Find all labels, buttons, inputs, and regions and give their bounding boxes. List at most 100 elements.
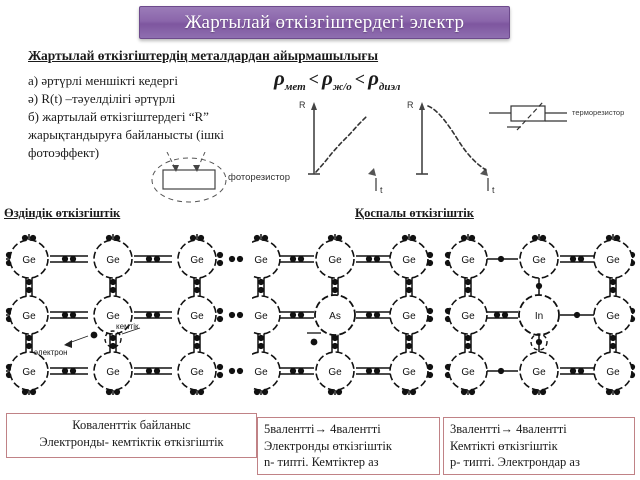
svg-text:Ge: Ge	[606, 311, 620, 322]
svg-text:Ge: Ge	[22, 255, 36, 266]
hole-pointer	[121, 327, 141, 335]
lattice-1-broken-bond	[64, 327, 141, 348]
metal-graph-svg: R t	[299, 100, 383, 195]
semi-graph-svg: R t	[407, 100, 495, 195]
dopant-atom-as	[314, 294, 356, 336]
svg-text:Ge: Ge	[461, 367, 475, 378]
lattice-1-atoms	[9, 239, 217, 391]
dopant-atom-in	[518, 294, 560, 336]
svg-text:Ge: Ge	[402, 367, 416, 378]
svg-text:Ge: Ge	[606, 367, 620, 378]
svg-text:+: +	[536, 338, 541, 348]
lattice-3-atoms	[448, 239, 633, 391]
thermistor-variable-slash	[516, 101, 544, 131]
hole-annotation: кемтік	[116, 322, 139, 331]
caption-n-type-line2: Электронды өткізгіштік	[264, 438, 392, 453]
caption-n-type-line1: 5валентті→ 4валентті	[264, 422, 381, 436]
rho-subscript-semi: ж/о	[332, 81, 352, 94]
lattice-3-hole-marker: +	[530, 333, 548, 351]
resistivity-formula: ρмет < ρж/о < ρдиэл	[274, 66, 400, 93]
less-than-1: <	[308, 69, 319, 89]
p-type-indium-lattice: Ge Ge Ge Ge In Ge Ge Ge Ge +	[444, 232, 636, 397]
section-subheading: Жартылай өткізгіштердің металдардан айыр…	[28, 48, 379, 63]
svg-text:Ge: Ge	[190, 311, 204, 322]
metal-graph-y-arrow	[311, 102, 317, 110]
semi-graph-xlabel: t	[492, 185, 495, 195]
free-electron-dot	[90, 331, 98, 339]
less-than-2: <	[354, 69, 366, 89]
caption-intrinsic-line1: Коваленттік байланыс	[72, 418, 191, 432]
rho-subscript-met: мет	[284, 81, 306, 94]
rho-subscript-diel: диэл	[378, 81, 401, 94]
svg-text:In: In	[535, 311, 543, 322]
metal-graph-curve	[315, 116, 367, 173]
caption-p-type-line2: Кемтікті өткізгіштік	[450, 438, 558, 453]
caption-intrinsic: Коваленттік байланыс Электронды- кемтікт…	[6, 413, 257, 458]
rho-symbol-2: ρ	[321, 66, 333, 90]
lattice-3-bonds	[464, 234, 617, 395]
svg-text:Ge: Ge	[328, 367, 342, 378]
electron-pointer-arrow	[64, 340, 72, 348]
light-ray-arrow-1	[172, 165, 179, 172]
metal-resistance-graph: R t	[296, 96, 406, 196]
semi-graph-ylabel: R	[407, 100, 414, 110]
lattice-3-electron-pairs	[444, 234, 636, 396]
lattice-2-atom-labels: Ge Ge Ge Ge As Ge Ge Ge Ge	[254, 255, 416, 378]
svg-text:Ge: Ge	[254, 311, 268, 322]
svg-text:Ge: Ge	[190, 255, 204, 266]
metal-graph-ylabel: R	[299, 100, 306, 110]
photoresistor-body	[162, 169, 216, 190]
thermistor-label: терморезистор	[572, 108, 625, 117]
svg-text:Ge: Ge	[461, 311, 475, 322]
photoresistor-svg	[151, 151, 227, 203]
rho-symbol-1: ρ	[274, 66, 285, 90]
caption-p-type: 3валентті→ 4валентті Кемтікті өткізгішті…	[443, 417, 635, 475]
svg-text:Ge: Ge	[402, 311, 416, 322]
svg-text:Ge: Ge	[106, 367, 120, 378]
metal-graph-x-arrow	[368, 168, 376, 176]
semi-graph-curve	[427, 105, 487, 171]
metal-graph-xlabel: t	[380, 185, 383, 195]
svg-text:Ge: Ge	[106, 311, 120, 322]
photoresistor-diagram	[145, 151, 235, 209]
bullet-item-a: а) әртүрлі меншікті кедергі	[28, 73, 178, 88]
svg-text:Ge: Ge	[606, 255, 620, 266]
svg-text:Ge: Ge	[402, 255, 416, 266]
bullet-list: а) әртүрлі меншікті кедергі ә) R(t) –тәу…	[28, 72, 268, 162]
electron-annotation: электрон	[34, 348, 68, 357]
svg-text:As: As	[329, 311, 341, 322]
svg-text:Ge: Ge	[254, 255, 268, 266]
svg-text:Ge: Ge	[106, 255, 120, 266]
section-header-intrinsic: Өздіндік өткізгіштік	[4, 206, 121, 220]
svg-text:Ge: Ge	[190, 367, 204, 378]
hole-marker	[104, 330, 122, 348]
photoresistor-label: фоторезистор	[228, 172, 291, 183]
bullet-item-b: б) жартылай өткізгіштердегі “R” жарықтан…	[28, 109, 225, 160]
caption-intrinsic-line2: Электронды- кемтіктік өткізгіштік	[39, 434, 224, 449]
lattice-2-bonds	[257, 234, 413, 395]
lattice-1-svg: Ge Ge Ge Ge Ge Ge Ge Ge Ge	[5, 234, 244, 396]
caption-n-type: 5валентті→ 4валентті Электронды өткізгіш…	[257, 417, 440, 475]
caption-n-type-line3: n- типті. Кемтіктер аз	[264, 455, 379, 469]
svg-text:Ge: Ge	[532, 255, 546, 266]
caption-p-type-line3: p- типті. Электрондар аз	[450, 455, 580, 469]
svg-text:Ge: Ge	[328, 255, 342, 266]
light-ray-arrow-2	[193, 165, 200, 172]
section-header-extrinsic: Қоспалы өткізгіштік	[355, 206, 474, 220]
slide-title-banner: Жартылай өткізгіштердегі электр	[139, 6, 510, 39]
svg-text:Ge: Ge	[22, 311, 36, 322]
thermistor-diagram	[487, 100, 569, 141]
lattice-1-bonds	[6, 234, 201, 395]
svg-text:Ge: Ge	[532, 367, 546, 378]
svg-text:Ge: Ge	[461, 255, 475, 266]
lattice-2-atoms	[252, 239, 429, 391]
lattice-3-atom-labels: Ge Ge Ge Ge In Ge Ge Ge Ge	[461, 255, 620, 378]
lattice-3-svg: Ge Ge Ge Ge In Ge Ge Ge Ge +	[444, 234, 636, 396]
lattice-1-atom-labels: Ge Ge Ge Ge Ge Ge Ge Ge Ge	[22, 255, 204, 378]
bullet-item-ae: ә) R(t) –тәуелділігі әртүрлі	[28, 91, 176, 106]
rho-symbol-3: ρ	[368, 66, 379, 90]
intrinsic-germanium-lattice: Ge Ge Ge Ge Ge Ge Ge Ge Ge	[4, 232, 248, 397]
slide-title-text: Жартылай өткізгіштердегі электр	[184, 11, 465, 33]
caption-p-type-line1: 3валентті→ 4валентті	[450, 422, 567, 436]
